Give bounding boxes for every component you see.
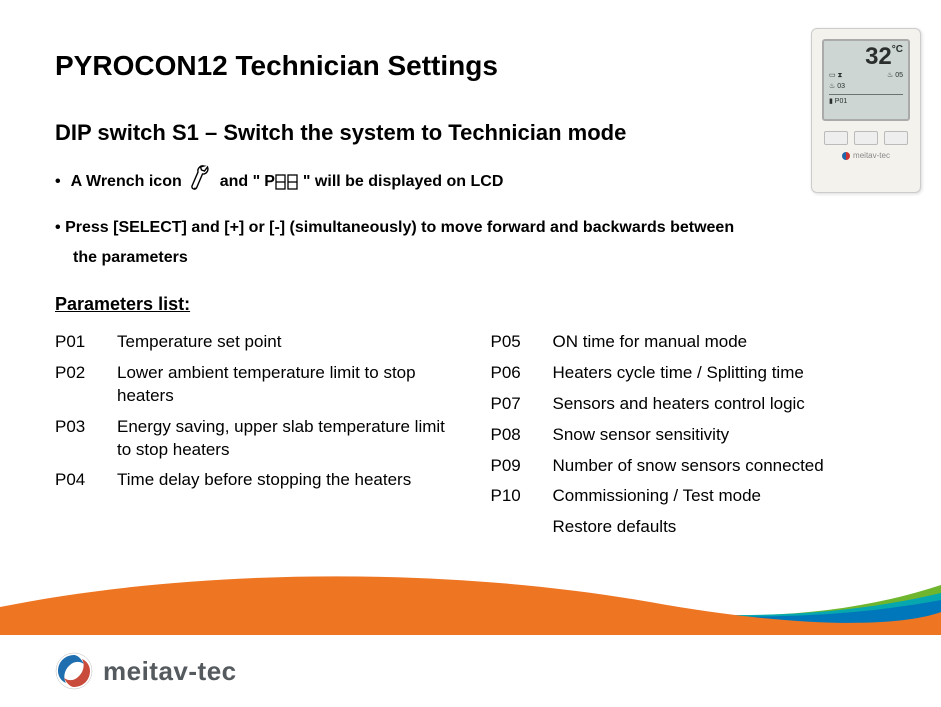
table-row: P04Time delay before stopping the heater… (55, 469, 451, 492)
row-item: ♨ 03 (829, 82, 845, 90)
plus-key: [+] (224, 219, 244, 236)
b2-a: Press (65, 219, 113, 236)
param-code: P10 (491, 485, 553, 508)
param-desc: Temperature set point (117, 331, 451, 354)
row-item: ▭ ⧗ (829, 71, 842, 80)
table-row: P08Snow sensor sensitivity (491, 424, 887, 447)
b2-e: the parameters (73, 243, 188, 273)
temp-unit: °C (892, 44, 903, 55)
param-code: P06 (491, 362, 553, 385)
row-item: ♨ 05 (887, 71, 903, 80)
minus-key: [-] (269, 219, 285, 236)
params-col-right: P05ON time for manual mode P06Heaters cy… (491, 331, 887, 548)
b2-c: or (244, 219, 269, 236)
table-row: P09Number of snow sensors connected (491, 455, 887, 478)
param-code: P09 (491, 455, 553, 478)
table-row: P05ON time for manual mode (491, 331, 887, 354)
brand-logo-icon (55, 652, 93, 690)
device-temp: 32°C (829, 45, 903, 69)
device-brand-text: meitav-tec (853, 151, 890, 160)
device-bar: ▮ P01 (829, 94, 903, 104)
thermostat-device: 32°C ▭ ⧗ ♨ 05 ♨ 03 ▮ P01 meitav-tec (811, 28, 921, 193)
footer-brand-text: meitav-tec (103, 656, 237, 687)
param-code: P02 (55, 362, 117, 385)
param-desc: Time delay before stopping the heaters (117, 469, 451, 492)
device-row: ♨ 03 (829, 82, 903, 90)
param-desc: Number of snow sensors connected (553, 455, 887, 478)
parameters-table: P01Temperature set point P02Lower ambien… (55, 331, 886, 548)
select-key: [SELECT] (113, 219, 187, 236)
bar-text: ▮ P01 (829, 97, 847, 105)
param-code: P01 (55, 331, 117, 354)
bullet1-mid: and " (220, 173, 260, 191)
bullet-navigate: • Press [SELECT] and [+] or [-] (simulta… (55, 213, 886, 274)
temp-value: 32 (865, 43, 892, 70)
param-desc: Heaters cycle time / Splitting time (553, 362, 887, 385)
param-desc: Commissioning / Test mode (553, 485, 887, 508)
param-code: P05 (491, 331, 553, 354)
restore-defaults: Restore defaults (553, 516, 887, 539)
slide: PYROCON12 Technician Settings DIP switch… (0, 0, 941, 707)
device-button[interactable] (884, 131, 908, 145)
table-row: P07Sensors and heaters control logic (491, 393, 887, 416)
bullet-dot: • (55, 173, 61, 191)
param-desc: Lower ambient temperature limit to stop … (117, 362, 451, 408)
page-title: PYROCON12 Technician Settings (55, 50, 886, 82)
seven-seg-icon (275, 174, 299, 190)
subtitle: DIP switch S1 – Switch the system to Tec… (55, 120, 886, 146)
parameters-heading: Parameters list: (55, 294, 886, 315)
device-row: ▭ ⧗ ♨ 05 (829, 71, 903, 80)
table-row: P02Lower ambient temperature limit to st… (55, 362, 451, 408)
param-code: P08 (491, 424, 553, 447)
param-desc: Sensors and heaters control logic (553, 393, 887, 416)
table-row: P06Heaters cycle time / Splitting time (491, 362, 887, 385)
device-button[interactable] (854, 131, 878, 145)
table-row: P03Energy saving, upper slab temperature… (55, 416, 451, 462)
footer-logo: meitav-tec (55, 652, 237, 690)
bullet1-prefix: A Wrench icon (71, 173, 182, 191)
brand-logo-small-icon (842, 152, 850, 160)
device-buttons (824, 131, 908, 145)
b2-d: (simultaneously) to move forward and bac… (285, 219, 734, 236)
p-code-letter: P (264, 173, 275, 191)
table-row: P10Commissioning / Test mode (491, 485, 887, 508)
param-desc: Energy saving, upper slab temperature li… (117, 416, 451, 462)
param-code: P07 (491, 393, 553, 416)
param-desc: ON time for manual mode (553, 331, 887, 354)
device-brand: meitav-tec (842, 151, 890, 160)
params-col-left: P01Temperature set point P02Lower ambien… (55, 331, 451, 548)
bullet-wrench: • A Wrench icon and " P " will be displa… (55, 164, 886, 199)
param-code: P03 (55, 416, 117, 439)
param-desc: Snow sensor sensitivity (553, 424, 887, 447)
device-rows: ▭ ⧗ ♨ 05 ♨ 03 (829, 71, 903, 90)
footer: meitav-tec (0, 635, 941, 707)
table-row: Restore defaults (491, 516, 887, 539)
bullet-dot: • (55, 219, 61, 236)
wrench-icon (190, 164, 212, 199)
b2-b: and (187, 219, 224, 236)
param-code: P04 (55, 469, 117, 492)
device-screen: 32°C ▭ ⧗ ♨ 05 ♨ 03 ▮ P01 (822, 39, 910, 121)
bullet1-suffix: " will be displayed on LCD (303, 173, 504, 191)
device-button[interactable] (824, 131, 848, 145)
table-row: P01Temperature set point (55, 331, 451, 354)
p-code-icon: P (264, 173, 299, 191)
